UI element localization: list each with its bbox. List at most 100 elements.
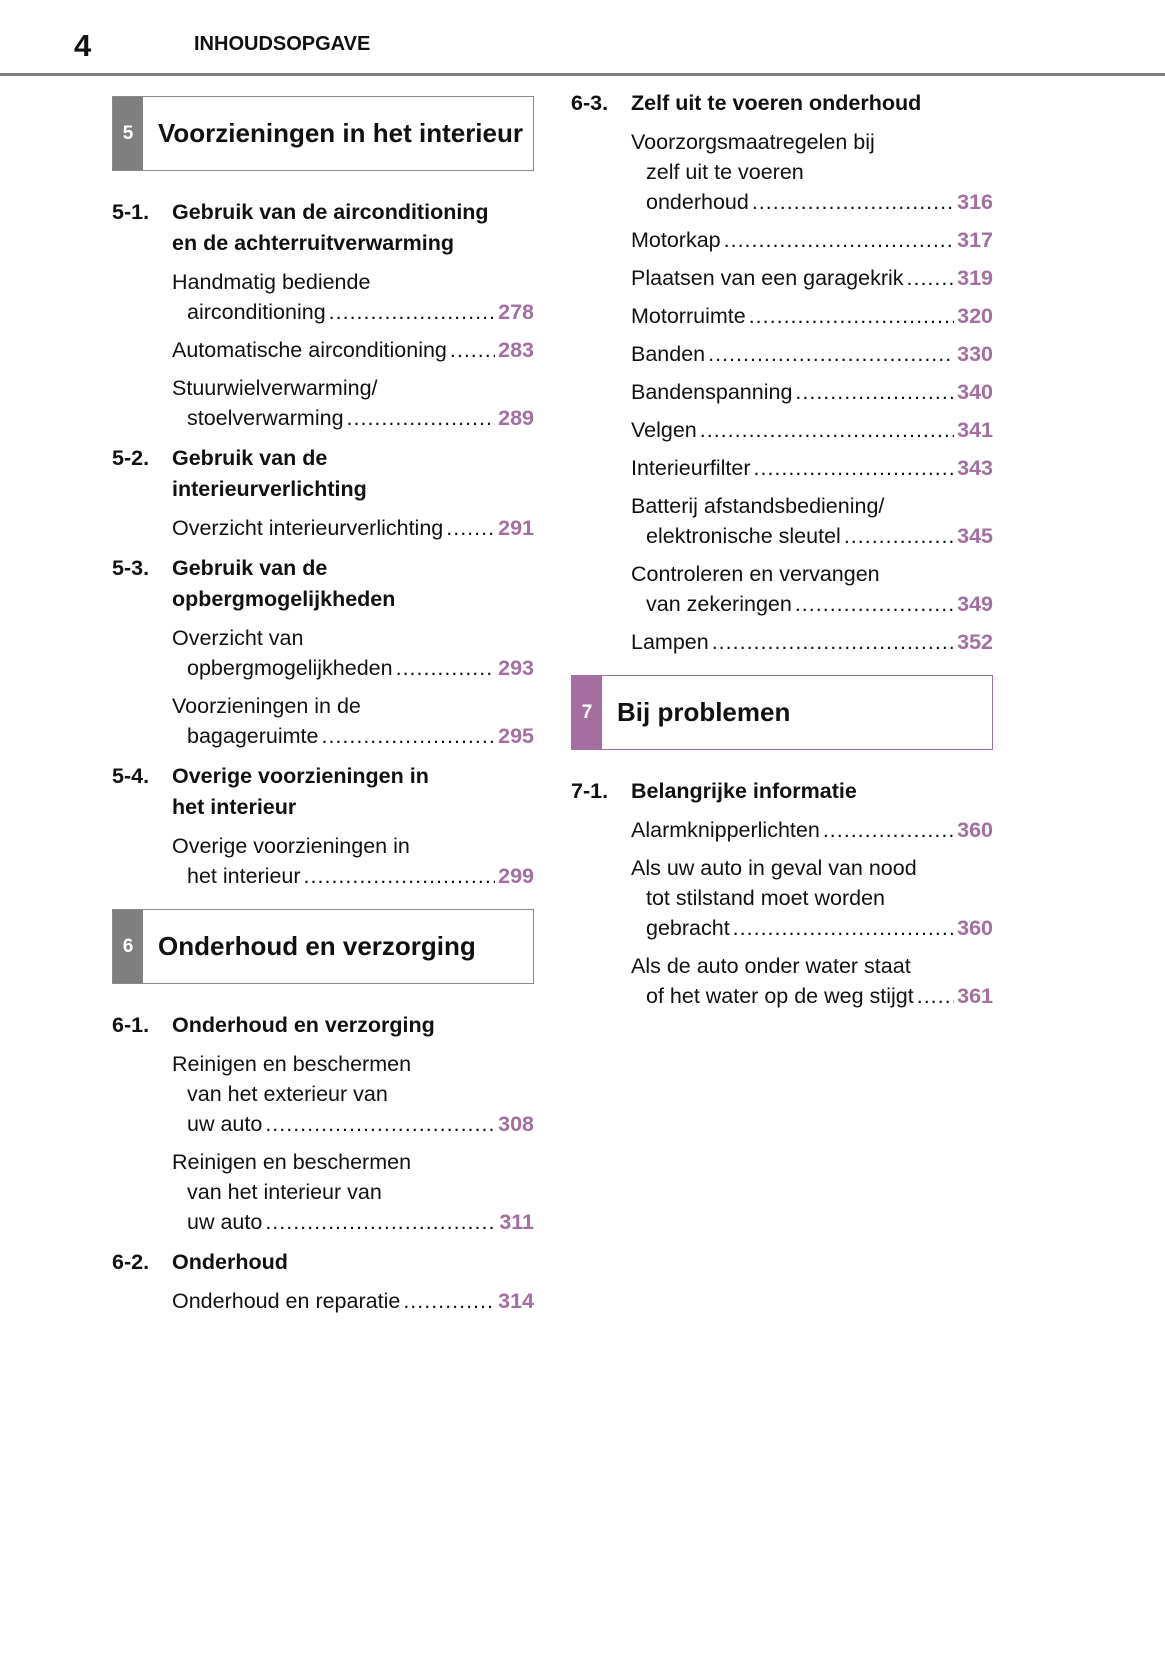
page-link[interactable]: 319 <box>957 266 993 290</box>
toc-entry[interactable]: Als de auto onder water staat of het wate… <box>631 951 993 1011</box>
page-link[interactable]: 349 <box>957 592 993 616</box>
toc-entry-line: Motorruimte 320 <box>631 301 993 331</box>
toc-entry-text: Velgen <box>631 418 697 442</box>
toc-entry-text: Interieurfilter <box>631 456 751 480</box>
subsection-title: Zelf uit te voeren onderhoud <box>631 88 921 119</box>
page-link[interactable]: 360 <box>957 916 993 940</box>
toc-entry-text: Motorkap <box>631 228 721 252</box>
toc-entry[interactable]: Alarmknipperlichten 360 <box>631 815 993 845</box>
page-link[interactable]: 311 <box>499 1210 534 1234</box>
toc-entry[interactable]: Motorkap 317 <box>631 225 993 255</box>
dot-leader <box>304 861 496 891</box>
toc-entry-line: Als uw auto in geval van nood <box>631 856 917 880</box>
toc-entry[interactable]: Onderhoud en reparatie 314 <box>172 1286 534 1316</box>
toc-entry[interactable]: Controleren en vervangen van zekeringen 34… <box>631 559 993 619</box>
dot-leader <box>754 453 955 483</box>
toc-entry[interactable]: Voorzorgsmaatregelen bij zelf uit te voer… <box>631 127 993 217</box>
subsection-number: 5-1. <box>112 200 150 224</box>
page-link[interactable]: 361 <box>957 984 993 1008</box>
toc-entry[interactable]: Interieurfilter 343 <box>631 453 993 483</box>
page-title: INHOUDSOPGAVE <box>194 33 371 55</box>
page-link[interactable]: 314 <box>498 1289 534 1313</box>
subsection-number: 6-1. <box>112 1013 150 1037</box>
toc-entry[interactable]: Overzicht interieurverlichting 291 <box>172 513 534 543</box>
toc-entry-line: gebracht 360 <box>631 913 993 943</box>
toc-entry[interactable]: Velgen 341 <box>631 415 993 445</box>
toc-entry-line: of het water op de weg stijgt 361 <box>631 981 993 1011</box>
subsection-title: Belangrijke informatie <box>631 776 857 807</box>
subsection-heading: 6-3. Zelf uit te voeren onderhoud <box>571 88 993 119</box>
toc-entry[interactable]: Banden 330 <box>631 339 993 369</box>
toc-entry[interactable]: Als uw auto in geval van nood tot stilsta… <box>631 853 993 943</box>
toc-entry[interactable]: Voorzieningen in de bagageruimte 295 <box>172 691 534 751</box>
dot-leader <box>446 513 495 543</box>
subsection-heading: 5-4. Overige voorzieningen in het interieu… <box>112 761 534 823</box>
page-link[interactable]: 340 <box>957 380 993 404</box>
toc-entry-line: Overzicht van <box>172 626 304 650</box>
toc-entry[interactable]: Automatische airconditioning 283 <box>172 335 534 365</box>
page-link[interactable]: 299 <box>498 864 534 888</box>
toc-entry-line: Batterij afstandsbediening/ <box>631 494 885 518</box>
subsection-number: 6-3. <box>571 91 609 115</box>
page-link[interactable]: 283 <box>498 338 534 362</box>
toc-entry[interactable]: Motorruimte 320 <box>631 301 993 331</box>
page-link[interactable]: 343 <box>957 456 993 480</box>
page-link[interactable]: 320 <box>957 304 993 328</box>
toc-entry-text: onderhoud <box>646 190 749 214</box>
toc-entry-line: Lampen 352 <box>631 627 993 657</box>
toc-entry[interactable]: Batterij afstandsbediening/elektronische… <box>631 491 993 551</box>
toc-entry[interactable]: Handmatig bediende airconditioning 278 <box>172 267 534 327</box>
section-number-tab: 7 <box>572 676 602 749</box>
toc-entry[interactable]: Overzicht van opbergmogelijkheden 293 <box>172 623 534 683</box>
page-link[interactable]: 360 <box>957 818 993 842</box>
toc-entry-line: Overige voorzieningen in <box>172 834 410 858</box>
subsection-number: 5-3. <box>112 556 150 580</box>
page-link[interactable]: 345 <box>957 524 993 548</box>
toc-entry[interactable]: Bandenspanning 340 <box>631 377 993 407</box>
subsection-title-line: en de achterruitverwarming <box>172 231 454 255</box>
page-link[interactable]: 295 <box>498 724 534 748</box>
page-link[interactable]: 278 <box>498 300 534 324</box>
toc-entry[interactable]: Reinigen en beschermen van het interieur … <box>172 1147 534 1237</box>
page-link[interactable]: 341 <box>957 418 993 442</box>
toc-entry-line: Bandenspanning 340 <box>631 377 993 407</box>
subsection-title-line: interieurverlichting <box>172 477 367 501</box>
toc-entry-line: Banden 330 <box>631 339 993 369</box>
page-link[interactable]: 316 <box>957 190 993 214</box>
toc-entry-text: Alarmknipperlichten <box>631 818 820 842</box>
toc-entry[interactable]: Plaatsen van een garagekrik 319 <box>631 263 993 293</box>
page-link[interactable]: 289 <box>498 406 534 430</box>
toc-entry-line: Interieurfilter 343 <box>631 453 993 483</box>
toc-column-right: 6-3. Zelf uit te voeren onderhoud Voorzorg… <box>571 88 993 1011</box>
toc-entry-text: opbergmogelijkheden <box>187 656 393 680</box>
toc-entry[interactable]: Lampen 352 <box>631 627 993 657</box>
page-link[interactable]: 293 <box>498 656 534 680</box>
toc-entry-text: van zekeringen <box>646 592 792 616</box>
subsection-number: 5-2. <box>112 446 150 470</box>
subsection-number: 5-4. <box>112 764 150 788</box>
subsection-title: Gebruik van de airconditioning en de acht… <box>172 197 489 259</box>
toc-entry-line: Als de auto onder water staat <box>631 954 911 978</box>
toc-entry[interactable]: Overige voorzieningen in het interieur 299 <box>172 831 534 891</box>
dot-leader <box>396 653 496 683</box>
page-link[interactable]: 330 <box>957 342 993 366</box>
toc-entry-line: airconditioning 278 <box>172 297 534 327</box>
toc-entry-text: Plaatsen van een garagekrik <box>631 266 904 290</box>
page-link[interactable]: 308 <box>498 1112 534 1136</box>
toc-entry-text: elektronische sleutel <box>646 524 841 548</box>
toc-entry-line: zelf uit te voeren <box>646 160 804 184</box>
toc-entry[interactable]: Reinigen en beschermen van het exterieur … <box>172 1049 534 1139</box>
toc-entry-text: Automatische airconditioning <box>172 338 447 362</box>
toc-entry-text: bagageruimte <box>187 724 319 748</box>
toc-entry-line: uw auto 311 <box>172 1207 534 1237</box>
page-link[interactable]: 291 <box>498 516 534 540</box>
dot-leader <box>708 339 954 369</box>
subsection-title-line: opbergmogelijkheden <box>172 587 396 611</box>
page-link[interactable]: 317 <box>957 228 993 252</box>
page-link[interactable]: 352 <box>957 630 993 654</box>
toc-entry-line: Plaatsen van een garagekrik 319 <box>631 263 993 293</box>
toc-entry[interactable]: Stuurwielverwarming/stoelverwarming 289 <box>172 373 534 433</box>
subsection-heading: 7-1. Belangrijke informatie <box>571 776 993 807</box>
toc-entry-line: Handmatig bediende <box>172 270 371 294</box>
